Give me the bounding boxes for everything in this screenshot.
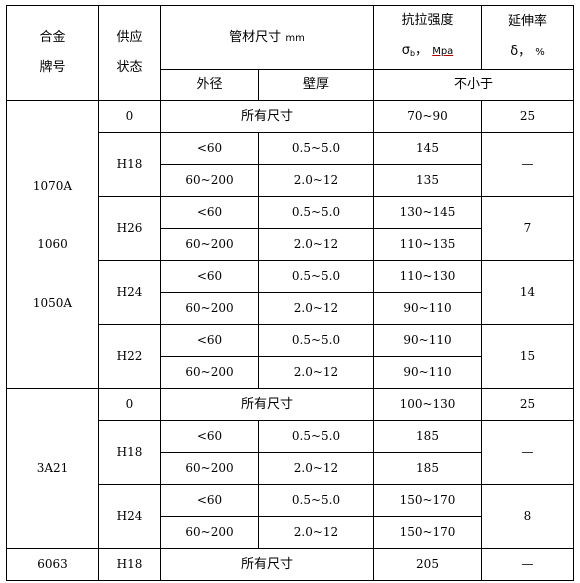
outer-diameter-cell: 60~200 [160,452,259,485]
alloy-grade: 1050A [32,295,73,310]
temper-cell: H18 [98,548,161,581]
elongation-cell: 8 [481,484,574,549]
alloy-cell: 1070A 1060 1050A [6,100,99,389]
outer-diameter-cell: 60~200 [160,164,259,197]
alloy-grade: 1060 [37,237,68,252]
temper-cell: H18 [98,132,161,197]
tensile-strength-cell: 100~130 [373,388,482,421]
table-row: 60~200 2.0~12 185 [7,452,574,485]
tensile-strength-cell: 185 [373,452,482,485]
alloy-tube-properties-table: 合金 牌号 供应 状态 管材尺寸 mm 抗拉强度 σb， Mpa 延伸率 δ， % … [6,5,574,581]
alloy-grade: 3A21 [36,461,69,476]
table-row: H24 <60 0.5~5.0 150~170 8 [7,484,574,549]
tensile-strength-header: 抗拉强度 σb， Mpa [373,5,482,70]
tensile-strength-cell: 90~110 [373,324,482,357]
temper-cell: H24 [98,484,161,549]
temper-cell: 0 [98,100,161,133]
elongation-cell: 7 [481,196,574,261]
wall-thickness-cell: 2.0~12 [258,452,374,485]
temper-cell: H22 [98,324,161,389]
elongation-cell: 14 [481,260,574,325]
tensile-strength-cell: 130~145 [373,196,482,229]
elongation-cell: — [481,548,574,581]
wall-thickness-cell: 2.0~12 [258,228,374,261]
temper-cell: H24 [98,260,161,325]
tensile-strength-cell: 135 [373,164,482,197]
outer-diameter-cell: 60~200 [160,292,259,325]
outer-diameter-cell: 60~200 [160,516,259,549]
wall-thickness-cell: 0.5~5.0 [258,324,374,357]
wall-thickness-cell: 0.5~5.0 [258,132,374,165]
temper-cell: 0 [98,388,161,421]
tensile-strength-cell: 110~130 [373,260,482,293]
table-row: 6063 H18 所有尺寸 205— [6,548,574,581]
elongation-cell: — [481,132,574,197]
table-row: H18 <60 0.5~5.0 145— [7,132,574,197]
table-row: 60~200 2.0~12 150~170 [7,516,574,549]
wall-thickness-cell: 2.0~12 [258,516,374,549]
alloy-grade: 6063 [37,557,68,572]
all-sizes-cell: 所有尺寸 [160,548,374,581]
table-row: 3A21 0 所有尺寸 100~130 25 [6,388,574,549]
not-less-than-header: 不小于 [373,69,574,101]
outer-diameter-cell: <60 [160,324,259,357]
alloy-header: 合金 牌号 [6,5,99,101]
temper-cell: H18 [98,420,161,485]
tensile-strength-cell: 90~110 [373,356,482,389]
wall-thickness-cell: 0.5~5.0 [258,484,374,517]
tensile-strength-cell: 150~170 [373,484,482,517]
tube-size-header: 管材尺寸 mm [160,5,374,70]
all-sizes-cell: 所有尺寸 [160,388,374,421]
elongation-cell: 15 [481,324,574,389]
wall-thickness-cell: 2.0~12 [258,164,374,197]
wall-thickness-header: 壁厚 [258,69,374,101]
all-sizes-cell: 所有尺寸 [160,100,374,133]
alloy-grade: 1070A [32,178,73,193]
elongation-header: 延伸率 δ， % [481,5,574,70]
outer-diameter-cell: <60 [160,420,259,453]
elongation-cell: — [481,420,574,485]
outer-diameter-cell: 60~200 [160,356,259,389]
alloy-cell: 3A21 [6,388,99,549]
tensile-strength-cell: 145 [373,132,482,165]
tensile-strength-cell: 70~90 [373,100,482,133]
outer-diameter-cell: <60 [160,484,259,517]
wall-thickness-cell: 0.5~5.0 [258,260,374,293]
tensile-strength-cell: 205 [373,548,482,581]
alloy-cell: 6063 [6,548,99,581]
tensile-strength-cell: 185 [373,420,482,453]
tensile-strength-cell: 110~135 [373,228,482,261]
table-body: 1070A 1060 1050A 0 所有尺寸 70~90 25 H18 <60 0.5~5.0 1… [6,100,574,581]
temper-header: 供应 状态 [98,5,161,101]
tensile-strength-cell: 150~170 [373,516,482,549]
tensile-strength-cell: 90~110 [373,292,482,325]
table-row: 60~200 2.0~12 90~110 [7,356,574,389]
wall-thickness-cell: 0.5~5.0 [258,420,374,453]
outer-diameter-cell: 60~200 [160,228,259,261]
table-row: 60~200 2.0~12 135 [7,164,574,197]
elongation-cell: 25 [481,100,574,133]
elongation-cell: 25 [481,388,574,421]
table-row: 1070A 1060 1050A 0 所有尺寸 70~90 25 [6,100,574,389]
wall-thickness-cell: 2.0~12 [258,292,374,325]
outer-diameter-cell: <60 [160,260,259,293]
outer-diameter-cell: <60 [160,132,259,165]
table-row: H26 <60 0.5~5.0 130~145 7 [7,196,574,261]
outer-diameter-header: 外径 [160,69,259,101]
wall-thickness-cell: 0.5~5.0 [258,196,374,229]
outer-diameter-cell: <60 [160,196,259,229]
wall-thickness-cell: 2.0~12 [258,356,374,389]
temper-cell: H26 [98,196,161,261]
